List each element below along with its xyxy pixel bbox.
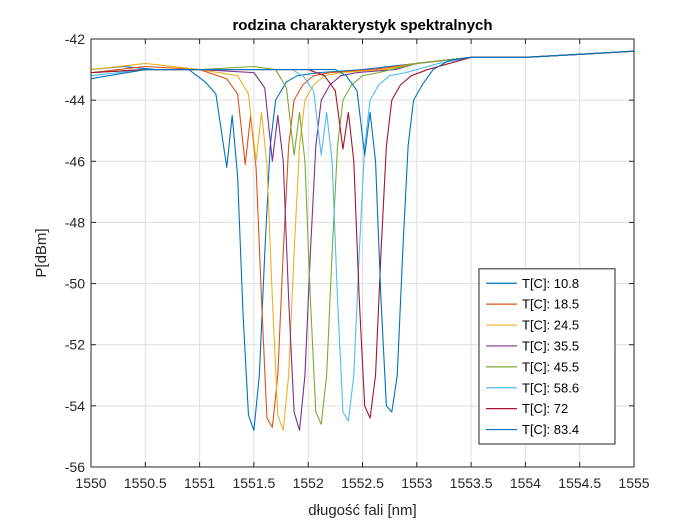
series-lines bbox=[91, 50, 634, 431]
legend-label: T[C]: 58.6 bbox=[522, 380, 579, 395]
x-tick-label: 1554 bbox=[510, 475, 541, 491]
chart-title: rodzina charakterystyk spektralnych bbox=[232, 17, 492, 34]
x-tick-label: 1550 bbox=[75, 475, 106, 491]
legend-label: T[C]: 83.4 bbox=[522, 422, 579, 437]
y-tick-label: -46 bbox=[65, 153, 85, 169]
x-tick-label: 1552 bbox=[293, 475, 324, 491]
x-tick-label: 1553.5 bbox=[450, 475, 493, 491]
x-tick-label: 1552.5 bbox=[341, 475, 384, 491]
legend-label: T[C]: 72 bbox=[522, 401, 568, 416]
y-tick-label: -42 bbox=[65, 31, 85, 47]
y-tick-label: -48 bbox=[65, 214, 85, 230]
legend-box bbox=[478, 268, 616, 445]
y-tick-label: -44 bbox=[65, 92, 85, 108]
plot-frame bbox=[90, 38, 635, 468]
legend-label: T[C]: 45.5 bbox=[522, 359, 579, 374]
x-tick-label: 1554.5 bbox=[558, 475, 601, 491]
x-tick-label: 1551 bbox=[184, 475, 215, 491]
legend-label: T[C]: 24.5 bbox=[522, 318, 579, 333]
x-axis-label: długość fali [nm] bbox=[308, 502, 416, 519]
legend-label: T[C]: 18.5 bbox=[522, 297, 579, 312]
legend-label: T[C]: 10.8 bbox=[522, 276, 579, 291]
series-line-8 bbox=[91, 50, 634, 413]
axis-ticks: 1550 1550.5 1551 1551.5 1552 1552.5 1553 1553.5… bbox=[65, 31, 650, 491]
legend: T[C]: 10.8 T[C]: 18.5 T[C]: 24.5 T[C]: 35.5… bbox=[478, 268, 616, 445]
x-tick-label: 1551.5 bbox=[232, 475, 275, 491]
x-tick-label: 1550.5 bbox=[124, 475, 167, 491]
y-tick-label: -52 bbox=[65, 337, 85, 353]
y-tick-label: -56 bbox=[65, 459, 85, 475]
y-tick-label: -54 bbox=[65, 398, 85, 414]
x-tick-label: 1553 bbox=[401, 475, 432, 491]
y-axis-label: P[dBm] bbox=[33, 228, 50, 277]
y-tick-label: -50 bbox=[65, 276, 85, 292]
x-tick-label: 1555 bbox=[618, 475, 649, 491]
legend-label: T[C]: 35.5 bbox=[522, 338, 579, 353]
